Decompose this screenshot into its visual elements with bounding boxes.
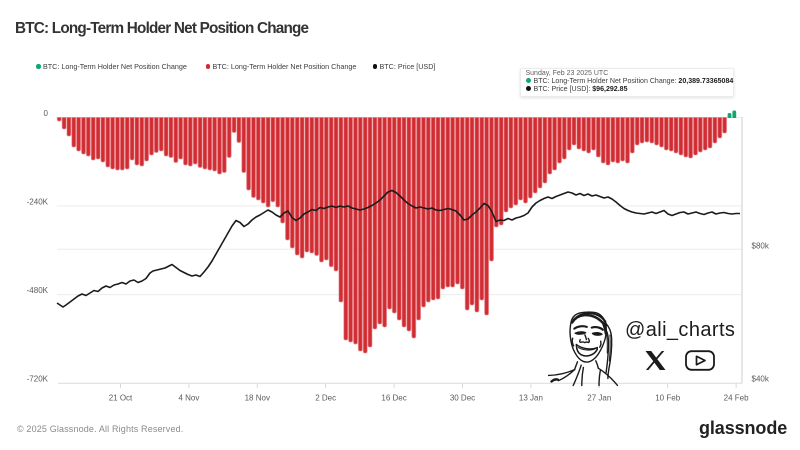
svg-text:$80k: $80k [752,241,770,250]
svg-text:21 Oct: 21 Oct [109,394,133,403]
svg-text:13 Jan: 13 Jan [519,394,543,403]
svg-text:27 Jan: 27 Jan [587,394,611,403]
svg-text:-480K: -480K [27,286,49,295]
svg-text:24 Feb: 24 Feb [724,394,749,403]
svg-text:0: 0 [44,109,49,118]
svg-text:30 Dec: 30 Dec [450,394,475,403]
svg-text:-720K: -720K [27,375,49,384]
svg-text:4 Nov: 4 Nov [178,394,199,403]
svg-text:18 Nov: 18 Nov [245,394,270,403]
svg-text:10 Feb: 10 Feb [655,394,680,403]
svg-text:2 Dec: 2 Dec [315,394,336,403]
svg-text:16 Dec: 16 Dec [381,394,406,403]
svg-text:-240K: -240K [27,197,49,206]
svg-text:$40k: $40k [752,375,770,384]
